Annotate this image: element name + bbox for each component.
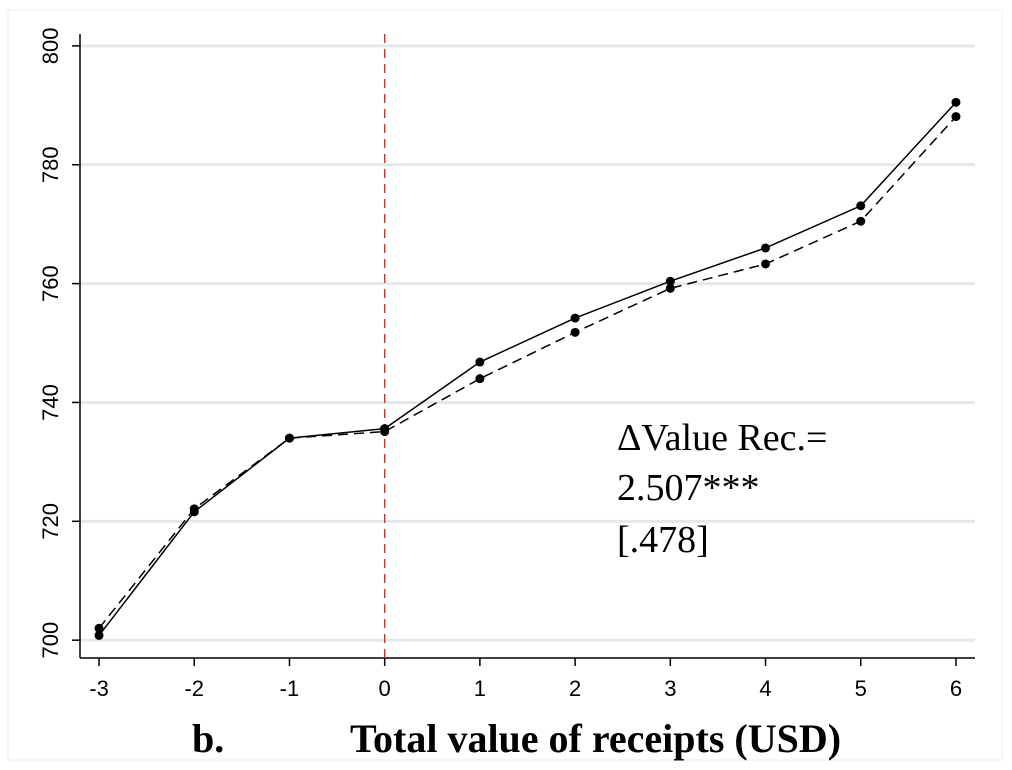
x-tick-label--3: -3 [89, 676, 109, 701]
series-group [94, 97, 961, 640]
series-solid-line [98, 101, 957, 636]
series-dashed-point-5 [570, 327, 580, 337]
x-axis-ticks: -3 -2 -1 0 1 2 3 4 5 6 [89, 658, 962, 701]
annotation-line-3: [.478] [617, 519, 709, 561]
y-tick-label-720: 720 [38, 503, 63, 540]
x-tick-label--1: -1 [280, 676, 300, 701]
series-solid-point-8 [856, 201, 866, 211]
series-solid-point-7 [761, 243, 771, 253]
series-dashed-line [98, 116, 957, 629]
series-solid-point-9 [951, 97, 961, 107]
series-dashed-point-3 [380, 427, 390, 437]
series-solid-point-0 [94, 630, 104, 640]
x-tick-label-1: 1 [474, 676, 486, 701]
x-tick-label-5: 5 [855, 676, 867, 701]
series-dashed-point-0 [94, 623, 104, 633]
y-tick-label-700: 700 [38, 622, 63, 659]
series-dashed-point-1 [189, 504, 199, 514]
series-dashed-point-9 [951, 112, 961, 122]
x-tick-label-3: 3 [664, 676, 676, 701]
series-dashed-point-4 [475, 374, 485, 384]
x-tick-label-0: 0 [379, 676, 391, 701]
annotation: ΔValue Rec.= 2.507*** [.478] [617, 417, 827, 561]
series-solid-point-4 [475, 357, 485, 367]
series-dashed-point-8 [856, 216, 866, 226]
gridlines [80, 44, 975, 642]
x-axis-label: Total value of receipts (USD) [350, 716, 841, 761]
y-tick-label-800: 800 [38, 28, 63, 65]
panel-label: b. [192, 716, 224, 761]
x-tick-label-4: 4 [759, 676, 771, 701]
series-dashed-point-7 [761, 259, 771, 269]
y-tick-label-740: 740 [38, 384, 63, 421]
x-tick-label--2: -2 [184, 676, 204, 701]
annotation-line-2: 2.507*** [617, 467, 760, 509]
y-tick-label-760: 760 [38, 265, 63, 302]
annotation-line-1: ΔValue Rec.= [617, 417, 827, 459]
x-tick-label-2: 2 [569, 676, 581, 701]
plot-frame [7, 9, 1003, 761]
series-solid-point-6 [665, 276, 675, 286]
series-dashed-point-6 [665, 283, 675, 293]
series-dashed-point-2 [284, 433, 294, 443]
y-axis-ticks: 700 720 740 760 780 800 [38, 28, 80, 659]
series-solid-point-5 [570, 313, 580, 323]
x-tick-label-6: 6 [950, 676, 962, 701]
y-tick-label-780: 780 [38, 146, 63, 183]
